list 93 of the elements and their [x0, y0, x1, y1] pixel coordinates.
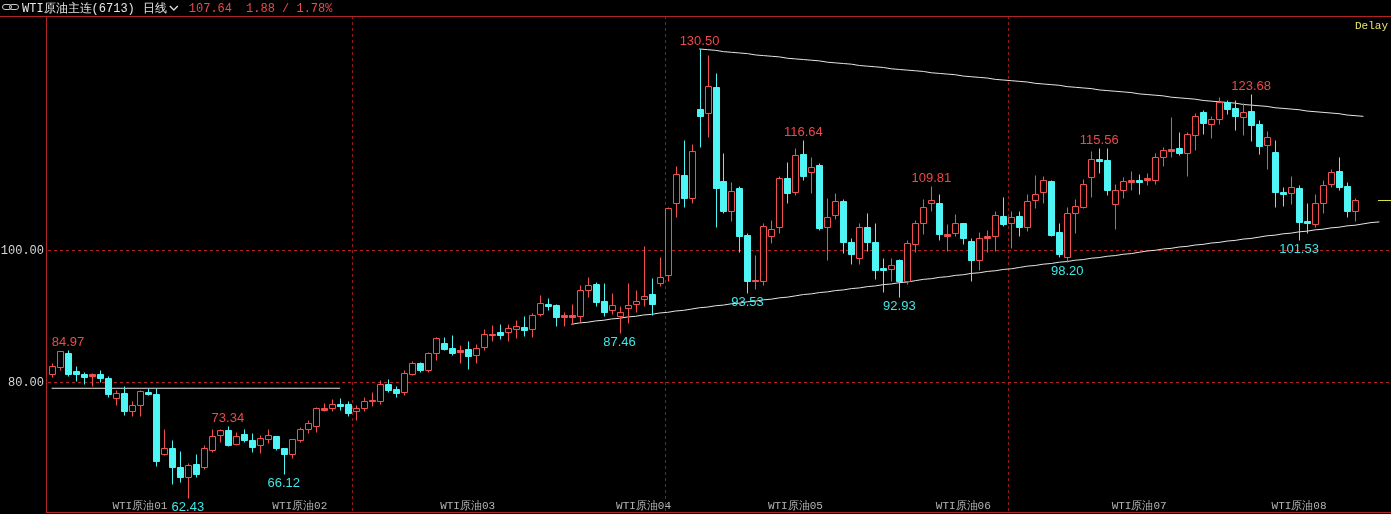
candlestick	[193, 454, 200, 478]
candlestick	[1016, 211, 1023, 237]
annotation: 98.20	[1050, 263, 1084, 279]
candlestick	[888, 258, 895, 282]
candlestick	[832, 193, 839, 220]
candlestick	[225, 426, 232, 447]
candlestick	[497, 324, 504, 340]
candlestick	[457, 345, 464, 364]
candlestick	[1088, 151, 1095, 198]
candlestick	[784, 162, 791, 204]
candlestick	[521, 316, 528, 337]
annotation: 123.68	[1231, 78, 1271, 94]
candlestick	[609, 293, 616, 315]
annotation: 116.64	[784, 124, 823, 140]
candlestick	[529, 313, 536, 338]
candlestick	[1264, 131, 1271, 170]
candlestick	[697, 49, 704, 148]
candlestick	[641, 246, 648, 307]
candlestick	[1328, 169, 1335, 188]
candlestick	[896, 259, 903, 298]
candlestick	[1008, 211, 1015, 249]
candlestick	[617, 306, 624, 334]
candlestick	[417, 362, 424, 373]
candlestick	[936, 194, 943, 241]
text: 1.88 / 1.78%	[246, 2, 334, 16]
candlestick	[1024, 194, 1031, 232]
y-tick-label: 100.00	[0, 244, 44, 259]
line-series	[699, 48, 1364, 117]
annotation: 109.81	[911, 169, 952, 185]
candlestick	[792, 148, 799, 196]
x-tick-label: WTI原油07	[1111, 499, 1167, 512]
candlestick	[728, 182, 735, 222]
candlestick	[944, 224, 951, 252]
candlestick	[1040, 176, 1047, 204]
x-tick-label: WTI原油03	[440, 499, 496, 512]
candlestick	[217, 429, 224, 443]
candlestick	[537, 295, 544, 317]
candlestick	[800, 140, 807, 181]
candlestick	[856, 223, 863, 265]
candlestick	[113, 390, 120, 406]
candlestick	[1288, 176, 1295, 205]
annotation: 115.56	[1079, 131, 1119, 147]
candlestick	[1000, 197, 1007, 227]
candlestick	[1200, 110, 1207, 135]
candlestick	[928, 186, 935, 212]
text: 日线	[142, 2, 167, 16]
candlestick	[673, 166, 680, 218]
annotation: 73.34	[211, 410, 245, 426]
annotation: 130.50	[679, 33, 720, 48]
candlestick	[665, 207, 672, 282]
candlestick	[968, 238, 975, 282]
annotation: Delay	[1354, 20, 1389, 32]
annotation: 66.12	[267, 474, 301, 490]
x-tick-label: WTI原油05	[767, 499, 823, 512]
annotation: 87.46	[603, 334, 636, 350]
chart-title: WTI原油主连(6713)	[22, 1, 135, 16]
candlestick	[1136, 174, 1143, 195]
candlestick	[824, 198, 831, 261]
x-tick-label: WTI原油06	[935, 499, 991, 512]
candlestick	[121, 386, 128, 416]
y-tick-label: 80.00	[7, 376, 44, 391]
candlestick	[649, 278, 656, 316]
candlestick	[960, 223, 967, 245]
annotation: 92.93	[883, 297, 916, 313]
candlestick	[233, 432, 240, 446]
candlestick	[1032, 175, 1039, 209]
candlestick	[776, 176, 783, 234]
candlestick	[952, 214, 959, 237]
x-tick-label: WTI原油08	[1271, 499, 1327, 512]
annotation: 101.53	[1279, 241, 1319, 257]
line-series	[571, 221, 1380, 325]
candlestick	[689, 144, 696, 204]
candlestick	[1352, 198, 1359, 222]
candlestick	[808, 157, 815, 194]
text: 107.64	[188, 2, 233, 16]
annotation: 84.97	[51, 333, 85, 349]
x-tick-label: WTI原油01	[112, 499, 168, 512]
candlestick	[681, 140, 688, 208]
candlestick	[89, 373, 96, 387]
candlestick	[1240, 103, 1247, 136]
candlestick	[161, 429, 168, 456]
annotation: 62.43	[171, 499, 205, 514]
x-tick-label: WTI原油04	[616, 499, 672, 512]
candlestick	[473, 344, 480, 364]
candlestick	[625, 283, 632, 324]
candlestick	[185, 463, 192, 499]
candlestick	[633, 290, 640, 313]
candlestick	[657, 257, 664, 287]
candlestick	[705, 55, 712, 138]
x-tick-label: WTI原油02	[272, 499, 328, 512]
candlestick	[465, 341, 472, 370]
candlestick	[1176, 132, 1183, 156]
candlestick	[816, 163, 823, 231]
